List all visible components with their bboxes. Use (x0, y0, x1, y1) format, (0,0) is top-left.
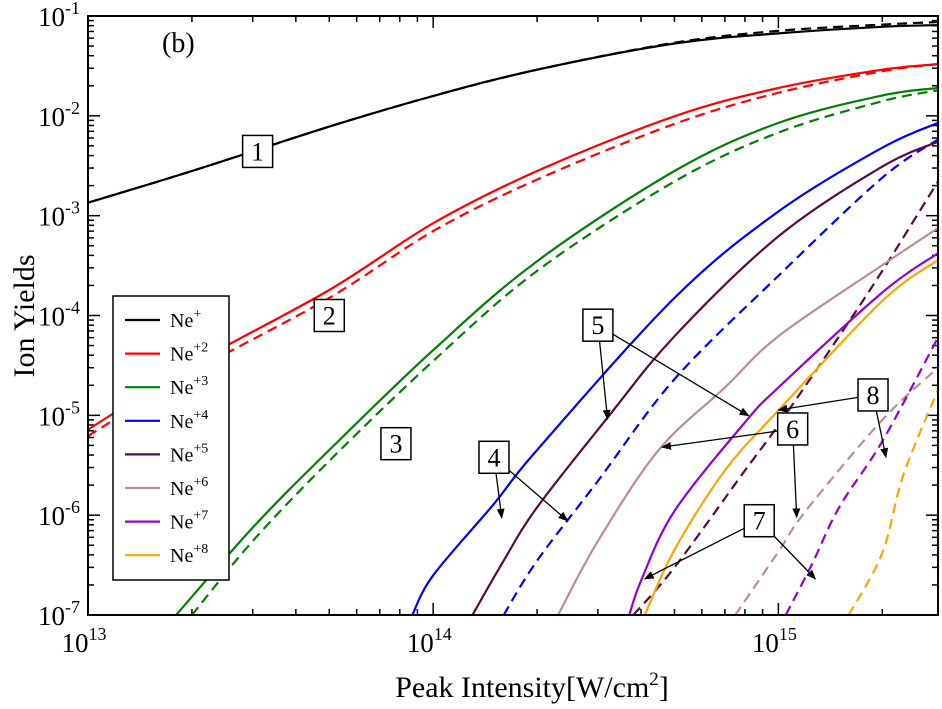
annotation-2-box (313, 298, 346, 333)
legend-label-1: Ne+ (170, 307, 201, 332)
y-tick-label: 10-7 (38, 597, 80, 631)
y-axis-label: Ion Yields (8, 254, 41, 377)
y-tick-label: 10-5 (38, 397, 80, 431)
legend-label-4: Ne+4 (170, 408, 208, 433)
annotation-7-arrow (643, 527, 745, 580)
x-axis-label-main: Peak Intensity[W/cm (395, 671, 649, 704)
annotation-7-label: 7 (753, 507, 766, 536)
annotation-6-arrow (792, 444, 801, 519)
annotation-7-arrow (773, 535, 817, 580)
annotations: 1 2 3 4 5 6 7 8 (241, 134, 889, 580)
annotation-4-label: 4 (487, 443, 500, 472)
series-5-dashed-line (632, 180, 938, 615)
annotation-5-box (582, 308, 614, 342)
annotation-4-arrow (495, 473, 505, 519)
series-6-solid-line (557, 227, 938, 615)
annotation-2-label: 2 (323, 302, 336, 331)
series-6-dashed-line (734, 366, 938, 615)
legend-label-7: Ne+7 (170, 509, 208, 534)
annotation-1-label: 1 (251, 137, 264, 166)
series-3-solid-line (175, 86, 938, 615)
annotation-5-arrow (612, 333, 750, 417)
series-4-dashed-line (502, 138, 938, 615)
series-5-solid-line (471, 140, 938, 615)
series-4-solid-line (411, 121, 938, 615)
series-7-solid-line (628, 252, 938, 615)
annotation-8-arrow (777, 396, 859, 413)
legend: Ne+ Ne+2 Ne+3 Ne+4 Ne+5 Ne+6 Ne+7 Ne+8 (112, 295, 230, 581)
y-tick-label: 10-3 (38, 198, 80, 232)
annotation-4-arrow (508, 469, 569, 522)
annotation-3-box (380, 426, 412, 461)
series-3-dashed-line (191, 89, 938, 615)
x-axis-label-end: ] (659, 671, 669, 704)
series-2-dashed-line (88, 63, 938, 438)
annotation-8-label: 8 (867, 381, 880, 410)
annotation-8-arrow (875, 410, 889, 459)
y-tick-labels: 10-1 10-2 10-3 10-4 10-5 10-6 10-7 (38, 0, 80, 631)
annotation-8-box (857, 378, 889, 412)
plot-frame (87, 15, 939, 616)
x-axis-label-sup: 2 (649, 669, 659, 690)
x-tick-label: 1013 (62, 624, 107, 658)
annotation-5-arrow (598, 341, 611, 420)
annotation-6-box (776, 412, 809, 446)
y-tick-label: 10-1 (38, 0, 80, 32)
annotation-7-box (743, 503, 775, 538)
annotation-6-arrow (660, 430, 778, 450)
y-tick-label: 10-6 (38, 497, 80, 531)
legend-box (112, 295, 230, 581)
y-tick-label: 10-4 (38, 298, 80, 332)
series-1-dashed-line (88, 20, 938, 204)
x-tick-label: 1015 (752, 624, 797, 658)
legend-label-5: Ne+5 (170, 441, 208, 466)
series-8-dashed-line (847, 389, 938, 615)
y-tick-label: 10-2 (38, 98, 80, 132)
legend-label-3: Ne+3 (170, 374, 208, 399)
annotation-3-label: 3 (389, 430, 402, 459)
x-axis-label: Peak Intensity[W/cm2] (395, 669, 669, 704)
panel-label: (b) (162, 28, 195, 59)
annotation-4-box (478, 440, 510, 475)
annotation-5-label: 5 (591, 311, 604, 340)
annotation-6-label: 6 (786, 415, 799, 444)
x-tick-labels: 1013 1014 1015 (62, 624, 797, 658)
legend-label-8: Ne+8 (170, 542, 208, 567)
series-7-dashed-line (784, 337, 938, 615)
annotation-1-box (241, 134, 274, 169)
legend-label-6: Ne+6 (170, 475, 208, 500)
x-tick-label: 1014 (407, 624, 452, 658)
legend-label-2: Ne+2 (170, 341, 208, 366)
